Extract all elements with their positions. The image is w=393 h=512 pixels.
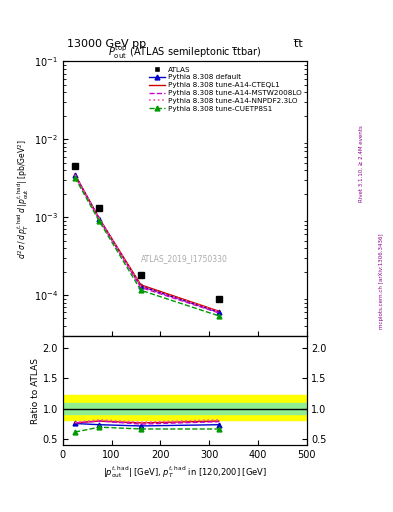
Text: 13000 GeV pp: 13000 GeV pp — [67, 38, 146, 49]
X-axis label: $|p_{\mathrm{out}}^{t,\mathrm{had}}|$ [GeV], $p_T^{t,\mathrm{had}}$ in [120,200]: $|p_{\mathrm{out}}^{t,\mathrm{had}}|$ [G… — [103, 464, 267, 480]
Text: mcplots.cern.ch [arXiv:1306.3436]: mcplots.cern.ch [arXiv:1306.3436] — [379, 234, 384, 329]
Bar — [63, 395, 307, 420]
Bar — [63, 403, 307, 414]
Text: ATLAS_2019_I1750330: ATLAS_2019_I1750330 — [141, 254, 228, 264]
Title: $P_{\mathrm{out}}^{\mathrm{top}}$ (ATLAS semileptonic t̅tbar): $P_{\mathrm{out}}^{\mathrm{top}}$ (ATLAS… — [108, 44, 261, 61]
Legend: ATLAS, Pythia 8.308 default, Pythia 8.308 tune-A14-CTEQL1, Pythia 8.308 tune-A14: ATLAS, Pythia 8.308 default, Pythia 8.30… — [147, 65, 303, 113]
Y-axis label: Ratio to ATLAS: Ratio to ATLAS — [31, 357, 40, 423]
Y-axis label: $d^2\sigma\,/\,d\,p_T^{t,\mathrm{had}}\,d\,|p_{\mathrm{out}}^{t,\mathrm{had}}|$ : $d^2\sigma\,/\,d\,p_T^{t,\mathrm{had}}\,… — [16, 139, 31, 259]
Text: Rivet 3.1.10, ≥ 2.4M events: Rivet 3.1.10, ≥ 2.4M events — [359, 125, 364, 202]
Text: t̅t: t̅t — [294, 38, 303, 49]
